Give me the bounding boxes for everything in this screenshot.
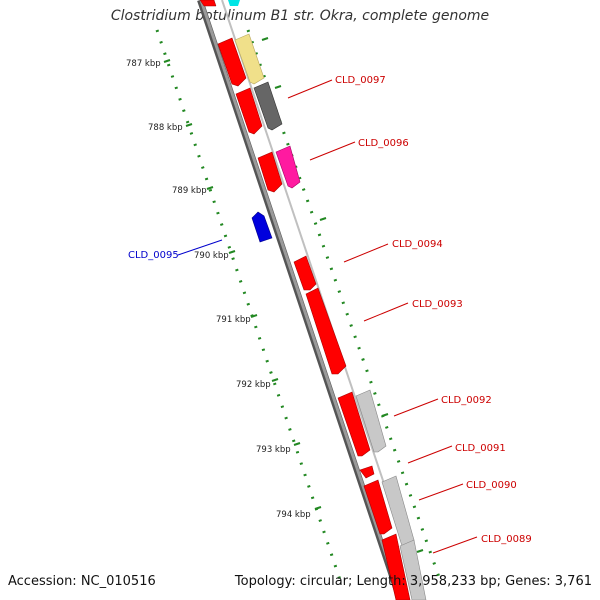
gene-arrow[interactable]	[355, 389, 387, 453]
scale-label: 793 kbp	[256, 445, 291, 455]
gene-arrow[interactable]	[235, 87, 263, 135]
gene-arrow[interactable]	[234, 33, 265, 85]
label-leaders	[177, 79, 478, 554]
scale-label: 791 kbp	[216, 315, 251, 325]
scale-ticks	[163, 37, 424, 553]
gene-label[interactable]: CLD_0096	[358, 138, 409, 149]
gene-arrow[interactable]	[399, 539, 427, 600]
gene-label[interactable]: CLD_0097	[335, 75, 386, 86]
genome-summary-text: Topology: circular; Length: 3,958,233 bp…	[234, 574, 592, 589]
scale-label: 794 kbp	[276, 510, 311, 520]
gene-arrow[interactable]	[228, 0, 240, 6]
gene-arrow[interactable]	[337, 391, 371, 457]
gene-arrow[interactable]	[275, 145, 301, 189]
gene-arrow[interactable]	[359, 465, 375, 479]
scale-label: 792 kbp	[236, 380, 271, 390]
gene-arrow-reverse[interactable]	[251, 211, 273, 243]
accession-text: Accession: NC_010516	[8, 574, 156, 589]
gene-arrow[interactable]	[217, 37, 247, 87]
gene-arrow[interactable]	[381, 533, 411, 600]
gene-features	[199, 0, 427, 600]
gene-arrow[interactable]	[363, 479, 393, 535]
gene-label[interactable]: CLD_0090	[466, 480, 517, 491]
gene-label[interactable]: CLD_0089	[481, 534, 532, 545]
gene-label[interactable]: CLD_0092	[441, 395, 492, 406]
gene-label[interactable]: CLD_0093	[412, 299, 463, 310]
gene-label[interactable]: CLD_0094	[392, 239, 443, 250]
gene-label[interactable]: CLD_0091	[455, 443, 506, 454]
gene-arrow[interactable]	[305, 287, 347, 375]
gene-arrow[interactable]	[293, 255, 317, 291]
scale-label: 790 kbp	[194, 251, 229, 261]
scale-label: 788 kbp	[148, 123, 183, 133]
gene-arrow[interactable]	[257, 151, 283, 193]
scale-label: 789 kbp	[172, 186, 207, 196]
scale-rail-inner	[155, 29, 342, 581]
gene-arrow[interactable]	[253, 81, 283, 131]
gene-arrow[interactable]	[199, 0, 217, 7]
gene-label[interactable]: CLD_0095	[128, 250, 179, 261]
scale-label: 787 kbp	[126, 59, 161, 69]
